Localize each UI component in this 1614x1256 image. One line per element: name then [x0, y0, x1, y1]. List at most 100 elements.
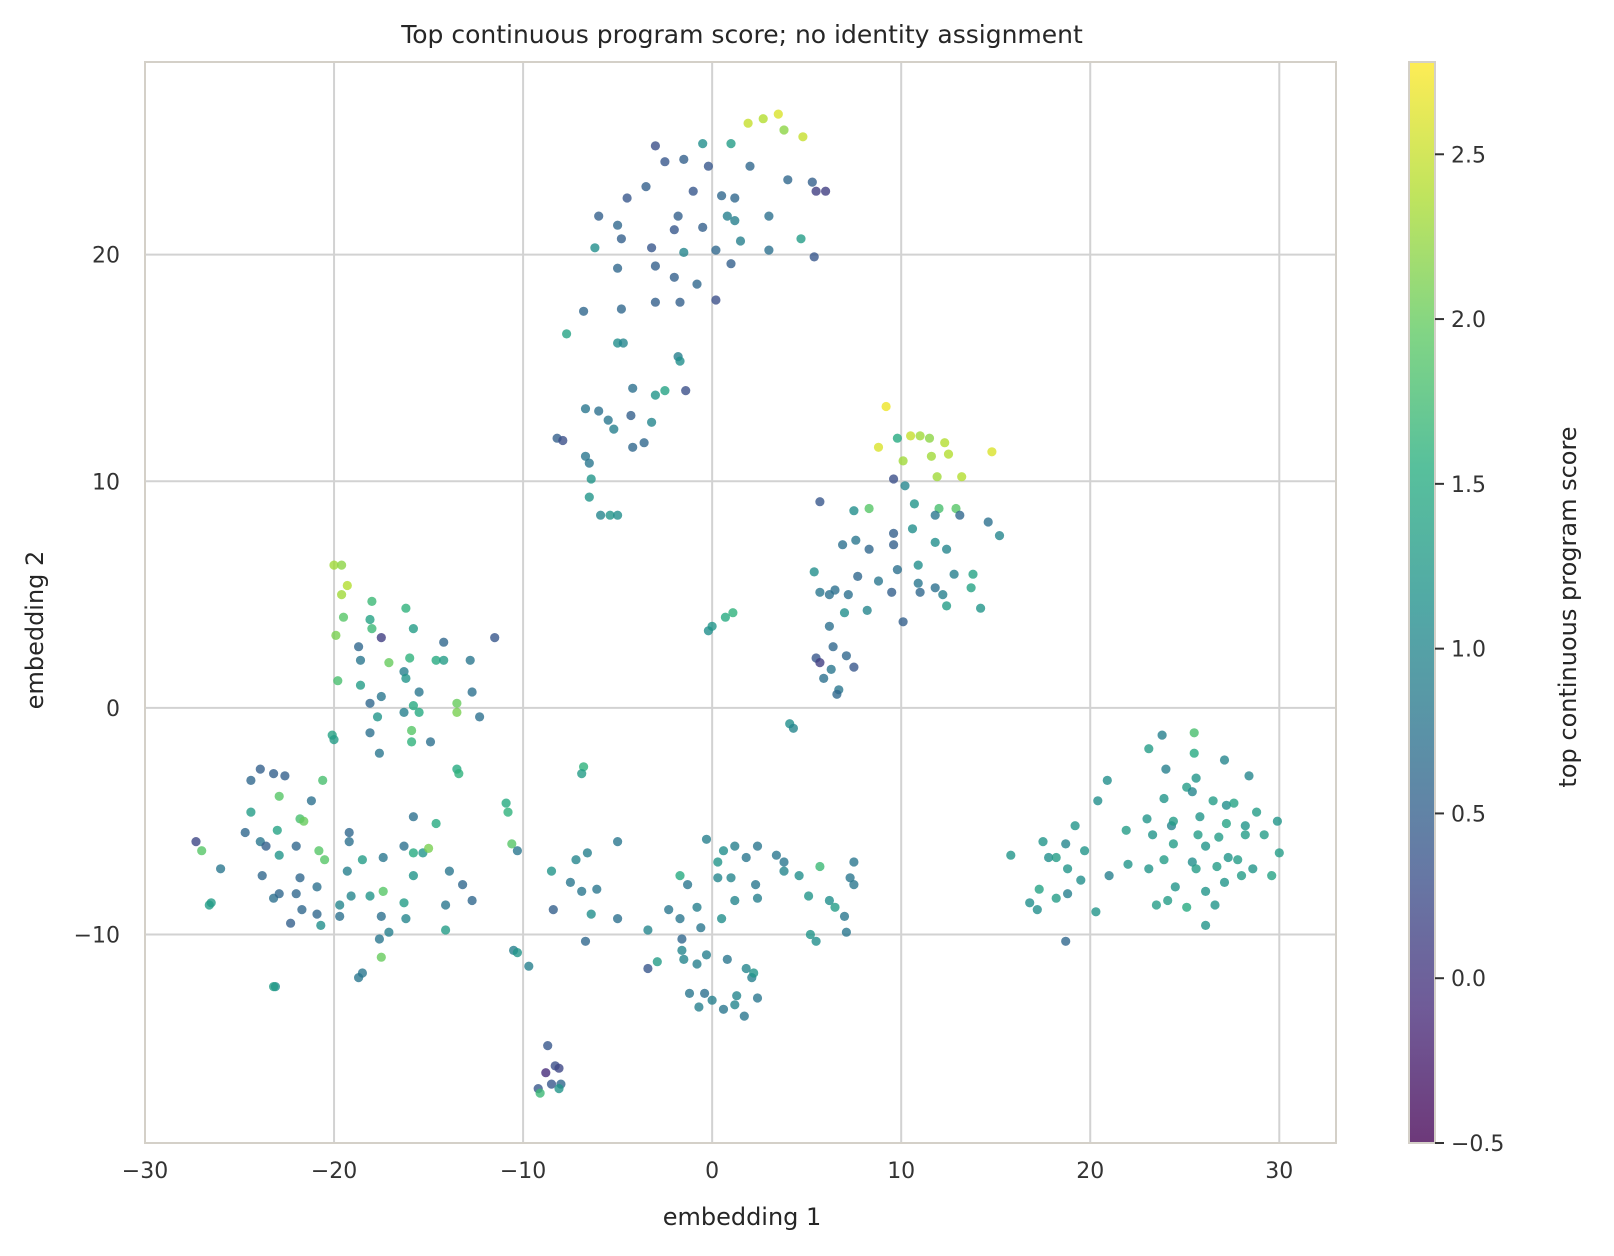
data-point — [586, 909, 596, 919]
data-point — [1123, 859, 1133, 869]
data-point — [815, 497, 825, 507]
colorbar-tick-label: 0.0 — [1451, 967, 1486, 992]
data-point — [809, 567, 819, 577]
data-point — [824, 621, 835, 631]
data-point — [779, 125, 789, 135]
data-point — [994, 531, 1005, 541]
colorbar — [1408, 61, 1436, 1144]
data-point — [839, 608, 850, 618]
data-point — [399, 841, 409, 851]
data-point — [1168, 839, 1178, 849]
data-point — [444, 866, 454, 876]
data-point — [779, 857, 789, 867]
data-point — [1051, 893, 1061, 903]
data-point — [344, 827, 354, 838]
data-point — [983, 517, 993, 527]
data-point — [1267, 871, 1277, 881]
data-point — [586, 474, 596, 484]
data-point — [425, 737, 436, 747]
data-point — [269, 769, 279, 779]
data-point — [1201, 920, 1211, 931]
data-point — [216, 864, 226, 874]
data-point — [815, 861, 825, 872]
data-point — [1070, 821, 1080, 831]
data-point — [329, 735, 339, 745]
data-point — [1161, 764, 1171, 774]
data-point — [616, 304, 627, 314]
data-point — [811, 936, 821, 946]
data-point — [942, 544, 952, 554]
data-point — [342, 866, 352, 876]
data-point — [711, 295, 721, 305]
data-point — [643, 925, 653, 935]
data-point — [660, 386, 670, 396]
data-point — [246, 807, 256, 817]
data-point — [798, 132, 808, 142]
data-point — [1091, 907, 1101, 917]
data-point — [677, 934, 687, 944]
data-point — [384, 658, 394, 668]
data-point — [811, 186, 821, 196]
data-point — [913, 560, 923, 570]
data-point — [889, 540, 899, 550]
data-point — [679, 247, 689, 257]
data-point — [681, 386, 691, 396]
data-point — [543, 1041, 553, 1051]
data-point — [698, 222, 708, 232]
data-point — [452, 707, 462, 718]
data-point — [337, 590, 347, 600]
data-point — [749, 968, 759, 978]
data-point — [722, 211, 732, 221]
data-point — [342, 580, 352, 591]
x-axis-label: embedding 1 — [663, 1203, 822, 1231]
data-point — [562, 329, 572, 339]
data-point — [675, 356, 685, 366]
data-point — [408, 624, 418, 634]
data-point — [826, 664, 836, 675]
data-point — [915, 587, 925, 597]
data-point — [613, 220, 623, 230]
data-point — [711, 245, 721, 255]
data-point — [849, 857, 859, 867]
data-point — [926, 451, 937, 461]
data-point — [805, 929, 816, 940]
data-point — [490, 633, 500, 643]
data-point — [558, 435, 568, 446]
data-point — [718, 1004, 729, 1014]
colorbar-tick-label: −0.5 — [1451, 1132, 1504, 1157]
data-point — [424, 843, 434, 854]
data-point — [675, 297, 685, 307]
colorbar-tick-label: 2.0 — [1451, 308, 1486, 333]
data-point — [628, 383, 638, 393]
data-point — [331, 630, 341, 641]
data-point — [1159, 793, 1169, 804]
y-axis-ticks: −10 0 10 20 — [74, 244, 120, 949]
data-point — [752, 993, 763, 1003]
data-point — [692, 902, 702, 912]
x-tick-label: 0 — [705, 1159, 719, 1184]
data-point — [684, 988, 695, 999]
data-point — [700, 988, 710, 999]
data-point — [257, 871, 267, 881]
chart-title: Top continuous program score; no identit… — [400, 20, 1083, 49]
data-point — [1223, 852, 1233, 863]
data-point — [873, 576, 884, 586]
data-point — [1044, 852, 1054, 863]
data-point — [439, 637, 449, 647]
x-tick-label: 20 — [1076, 1159, 1104, 1184]
data-point — [584, 492, 594, 502]
data-point — [718, 846, 729, 856]
data-point — [501, 798, 511, 808]
data-point — [830, 902, 840, 912]
data-point — [1080, 846, 1090, 856]
data-point — [405, 653, 415, 663]
data-point — [892, 433, 903, 443]
data-point — [507, 839, 517, 849]
data-point — [577, 886, 587, 897]
data-point — [938, 590, 948, 600]
data-point — [1121, 825, 1131, 835]
data-point — [832, 689, 842, 699]
data-point — [643, 963, 653, 974]
data-point — [399, 707, 409, 718]
